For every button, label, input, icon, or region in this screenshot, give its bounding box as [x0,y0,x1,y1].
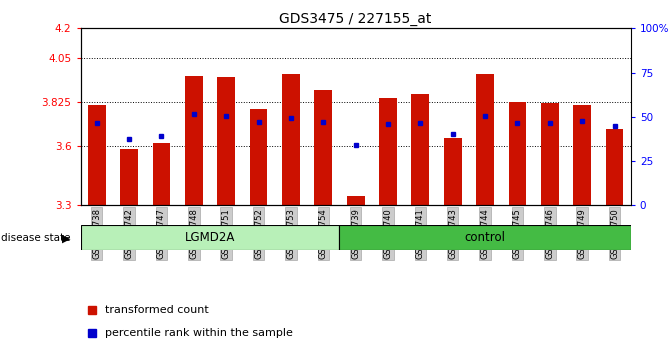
Text: ▶: ▶ [62,233,71,243]
Bar [444,138,462,205]
Bar [411,94,429,205]
Bar [606,129,623,205]
Bar [217,76,235,205]
Text: percentile rank within the sample: percentile rank within the sample [105,328,293,338]
Text: disease state: disease state [1,233,70,243]
Bar [314,90,332,205]
Bar [347,196,364,205]
Bar [541,103,559,205]
Bar [379,98,397,205]
Bar [509,102,526,205]
Bar [250,109,268,205]
Bar [185,75,203,205]
Bar [152,143,170,205]
Bar [81,225,340,250]
Text: control: control [464,231,505,244]
Bar [573,105,591,205]
Text: LGMD2A: LGMD2A [185,231,235,244]
Text: transformed count: transformed count [105,305,209,315]
Bar [340,225,631,250]
Title: GDS3475 / 227155_at: GDS3475 / 227155_at [279,12,432,26]
Bar [120,149,138,205]
Bar [88,105,105,205]
Bar [476,74,494,205]
Bar [282,74,300,205]
